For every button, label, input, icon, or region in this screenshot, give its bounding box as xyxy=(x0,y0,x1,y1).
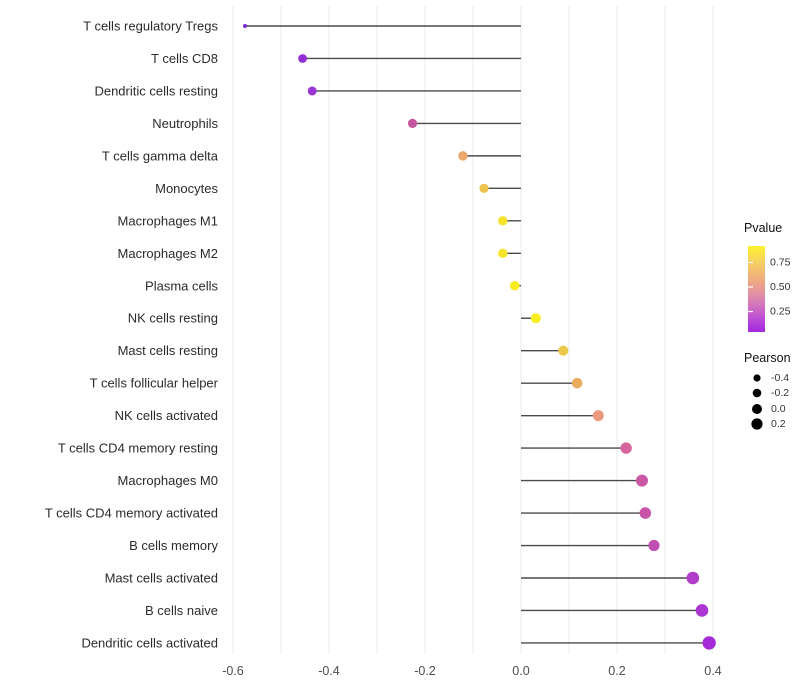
pearson-size-label: 0.0 xyxy=(771,403,786,415)
lollipop-dot xyxy=(648,539,660,552)
y-axis-label: T cells CD4 memory resting xyxy=(58,441,218,456)
y-axis-label: Dendritic cells activated xyxy=(81,635,218,650)
y-axis-label: T cells CD8 xyxy=(151,51,218,66)
pearson-size-dot xyxy=(753,374,761,382)
lollipop-dot xyxy=(307,86,317,96)
x-axis-tick-label: 0.0 xyxy=(512,664,529,678)
x-axis-tick-label: -0.6 xyxy=(222,664,244,678)
y-axis-label: T cells regulatory Tregs xyxy=(83,19,218,34)
lollipop-dot xyxy=(498,216,508,226)
x-axis-tick-label: 0.2 xyxy=(608,664,625,678)
lollipop-dot xyxy=(509,280,520,291)
y-axis-label: NK cells activated xyxy=(115,408,218,423)
lollipop-dot xyxy=(592,410,604,422)
y-axis-label: Neutrophils xyxy=(152,116,218,131)
lollipop-dot xyxy=(620,442,632,454)
y-axis-label: Mast cells activated xyxy=(105,570,218,585)
pvalue-tick-label: 0.50 xyxy=(770,281,791,293)
lollipop-dot xyxy=(702,636,716,650)
lollipop-dot xyxy=(695,604,709,617)
lollipop-dot xyxy=(635,474,648,487)
y-axis-label: Macrophages M0 xyxy=(118,473,218,488)
y-axis-label: Dendritic cells resting xyxy=(94,83,218,98)
y-axis-label: T cells gamma delta xyxy=(102,148,219,163)
pearson-size-label: -0.2 xyxy=(771,387,789,399)
pvalue-legend-title: Pvalue xyxy=(744,221,782,235)
pvalue-tick-label: 0.25 xyxy=(770,306,791,318)
lollipop-dot xyxy=(243,24,247,28)
y-axis-label: T cells follicular helper xyxy=(90,376,219,391)
y-axis-label: Mast cells resting xyxy=(118,343,218,358)
lollipop-dot xyxy=(686,571,700,585)
pearson-size-dot xyxy=(752,388,762,398)
y-axis-label: B cells naive xyxy=(145,603,218,618)
lollipop-dot xyxy=(639,507,652,519)
pearson-size-dot xyxy=(752,404,762,414)
lollipop-dot xyxy=(298,54,307,63)
lollipop-dot xyxy=(479,183,489,193)
lollipop-dot xyxy=(458,151,468,161)
y-axis-label: Macrophages M2 xyxy=(118,246,218,261)
x-axis-tick-label: -0.2 xyxy=(414,664,436,678)
x-axis-tick-label: -0.4 xyxy=(318,664,340,678)
pearson-size-label: -0.4 xyxy=(771,372,789,384)
pvalue-tick-label: 0.75 xyxy=(770,257,791,269)
y-axis-label: B cells memory xyxy=(129,538,218,553)
lollipop-dot xyxy=(498,248,508,258)
pearson-legend-title: Pearson xyxy=(744,351,791,365)
pearson-size-label: 0.2 xyxy=(771,418,786,430)
y-axis-label: Plasma cells xyxy=(145,278,218,293)
pvalue-gradient-bar xyxy=(748,246,765,332)
x-axis-tick-label: 0.4 xyxy=(704,664,721,678)
y-axis-label: NK cells resting xyxy=(128,311,218,326)
lollipop-dot xyxy=(530,313,541,324)
lollipop-dot xyxy=(571,377,583,389)
lollipop-dot xyxy=(558,345,569,356)
y-axis-label: T cells CD4 memory activated xyxy=(45,506,218,521)
y-axis-label: Monocytes xyxy=(155,181,218,196)
y-axis-label: Macrophages M1 xyxy=(118,213,218,228)
lollipop-dot xyxy=(407,118,418,129)
pearson-size-dot xyxy=(751,418,763,430)
